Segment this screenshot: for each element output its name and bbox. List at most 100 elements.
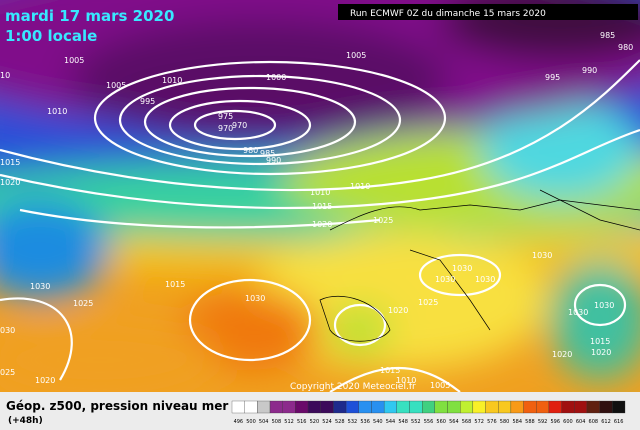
isobar-label: 1015 [165,280,185,289]
isobar-label: 1030 [245,294,265,303]
isobar-label: 1005 [430,381,450,390]
isobar-label: 1020 [35,376,55,385]
isobar-label: 1020 [312,220,332,229]
legend-level: 604 [576,419,586,425]
isobar-label: 1030 [532,251,552,260]
legend-level: 576 [487,419,497,425]
isobar-label: 1030 [475,275,495,284]
legend-level: 592 [538,419,548,425]
isobar-label: 1020 [0,178,20,187]
legend-level: 608 [589,419,599,425]
time: 1:00 locale [5,27,97,45]
legend-swatch [510,400,524,414]
legend-swatch [269,400,283,414]
legend-swatch [574,400,588,414]
legend-swatch [599,400,613,414]
run-banner [338,4,638,20]
legend-swatch [244,400,258,414]
isobar-label: 1025 [418,298,438,307]
isobar-label: 1005 [106,81,126,90]
legend-level: 588 [525,419,535,425]
isobar-label: 1020 [552,350,572,359]
isobar-label: 030 [0,326,15,335]
legend-swatch [333,400,347,414]
legend-swatch [612,400,626,414]
legend-level: 536 [360,419,370,425]
legend-level: 580 [500,419,510,425]
legend-swatch [586,400,600,414]
legend-swatch [307,400,321,414]
legend-swatch [498,400,512,414]
isobar-label: 1000 [266,73,286,82]
legend-swatch [396,400,410,414]
legend-level: 612 [601,419,611,425]
legend-swatch [548,400,562,414]
legend-swatch [472,400,486,414]
legend-swatch [383,400,397,414]
legend-swatch [561,400,575,414]
isobar-label: 985 [260,149,275,158]
isobar-label: 980 [243,146,258,155]
isobar-label: 1010 [162,76,182,85]
isobar-label: 025 [0,368,15,377]
run-info: Run ECMWF 0Z du dimanche 15 mars 2020 [350,9,546,19]
legend-swatch [536,400,550,414]
isobar-label: 1020 [388,306,408,315]
legend-level: 568 [462,419,472,425]
isobar-label: 1030 [435,275,455,284]
legend-level: 528 [335,419,345,425]
legend-level: 556 [424,419,434,425]
legend-level: 584 [512,419,522,425]
legend-level: 500 [246,419,256,425]
isobar-label: 1010 [396,376,416,385]
isobar-label: 995 [545,73,560,82]
legend-level: 520 [310,419,320,425]
isobar-label: 980 [618,43,633,52]
legend-level: 540 [373,419,383,425]
legend-level: 548 [398,419,408,425]
legend-level: 512 [284,419,294,425]
legend-swatch [358,400,372,414]
isobar-label: 975 [218,112,233,121]
legend-swatch [485,400,499,414]
legend-swatch [409,400,423,414]
legend-swatch [460,400,474,414]
isobar-label: 1005 [346,51,366,60]
legend-level: 524 [322,419,332,425]
isobar-label: 990 [266,156,281,165]
isobar-label: 995 [140,97,155,106]
isobar-label: 1030 [594,301,614,310]
field [0,0,640,392]
isobar-label: 1015 [0,158,20,167]
legend-level: 544 [386,419,396,425]
legend-level: 516 [297,419,307,425]
legend-swatch [371,400,385,414]
isobar-label: 970 [232,121,247,130]
isobar-label: 1025 [373,216,393,225]
isobar-label: 1025 [73,299,93,308]
legend-level: 504 [259,419,269,425]
legend-level: 600 [563,419,573,425]
legend-swatch [434,400,448,414]
isobar-label: 1015 [590,337,610,346]
isobar-label: 1010 [47,107,67,116]
legend-level: 508 [272,419,282,425]
legend-level: 572 [474,419,484,425]
legend-title: Géop. z500, pression niveau mer [6,399,228,413]
isobar-label: 985 [600,31,615,40]
legend-swatch [257,400,271,414]
isobar-label: 1030 [568,308,588,317]
legend-swatch [282,400,296,414]
legend-level: 496 [234,419,244,425]
isobar-label: 1005 [64,56,84,65]
legend-swatch [320,400,334,414]
legend-swatch [422,400,435,414]
isobar-label: 1030 [30,282,50,291]
legend-level: 596 [551,419,561,425]
legend-swatch [447,400,461,414]
copyright: Copyright 2020 Meteociel.fr [290,382,416,392]
legend-swatch [295,400,309,414]
legend-level: 564 [449,419,459,425]
